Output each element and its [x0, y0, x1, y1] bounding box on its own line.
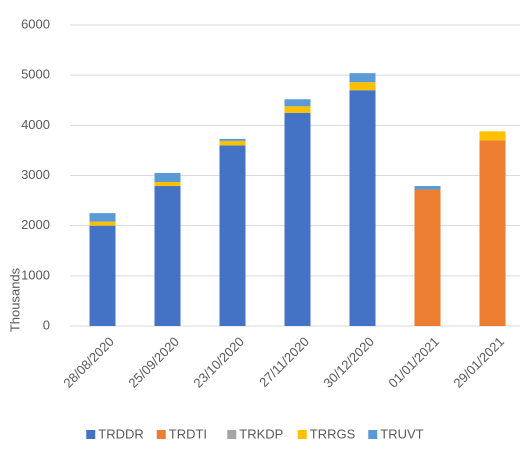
legend-swatch [156, 430, 166, 439]
x-tick-label: 29/01/2021 [450, 334, 507, 391]
x-tick-label: 30/12/2020 [320, 334, 377, 391]
bar-segment [219, 140, 246, 146]
legend-label: TRDDR [98, 426, 144, 441]
bar-segment [154, 186, 181, 326]
bar-segment [479, 140, 506, 326]
legend-swatch [227, 430, 237, 439]
x-tick-label: 01/01/2021 [385, 334, 442, 391]
legend-label: TRKDP [239, 426, 283, 441]
bar-segment [349, 90, 376, 326]
y-tick-label: 6000 [21, 16, 50, 31]
bar-segment [349, 73, 376, 83]
bar-segment [414, 186, 441, 190]
bar-segment [89, 221, 116, 226]
bar-segment [219, 145, 246, 326]
bar-segment [414, 189, 441, 326]
x-tick-label: 23/10/2020 [190, 334, 247, 391]
y-tick-label: 2000 [21, 217, 50, 232]
x-tick-label: 28/08/2020 [60, 334, 117, 391]
bar-segment [284, 112, 311, 327]
legend-label: TRDTI [169, 426, 207, 441]
legend-label: TRUVT [380, 426, 423, 441]
y-tick-label: 5000 [21, 67, 50, 82]
y-axis-label: Thousands [7, 267, 22, 332]
y-tick-label: 0 [43, 317, 50, 332]
bar-segment [154, 172, 181, 183]
bar-segment [89, 213, 116, 222]
bar-segment [349, 82, 376, 91]
bar-segment [154, 182, 181, 187]
legend-swatch [297, 430, 307, 439]
x-tick-label: 25/09/2020 [125, 334, 182, 391]
x-tick-label: 27/11/2020 [256, 334, 312, 390]
legend-swatch [368, 430, 378, 439]
legend-label: TRRGS [310, 426, 356, 441]
y-tick-label: 1000 [21, 267, 50, 282]
y-tick-label: 4000 [21, 117, 50, 132]
y-tick-label: 3000 [21, 167, 50, 182]
bar-segment [479, 131, 506, 141]
legend-swatch [86, 430, 96, 439]
bar-segment [284, 106, 311, 113]
bar-segment [219, 138, 246, 141]
bar-segment [284, 99, 311, 107]
bar-segment [89, 225, 116, 326]
